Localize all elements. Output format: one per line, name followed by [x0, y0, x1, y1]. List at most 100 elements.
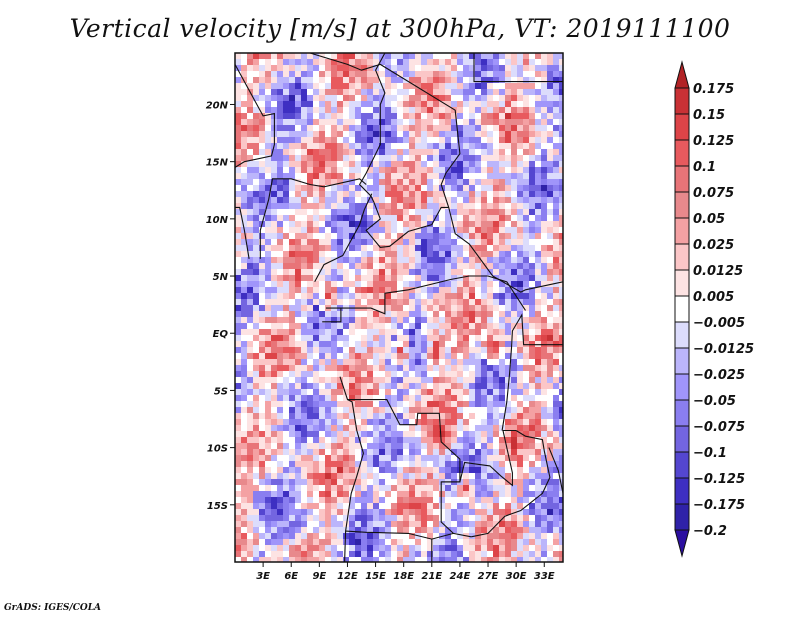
field-cell — [337, 317, 344, 324]
field-cell — [439, 95, 446, 102]
field-cell — [295, 467, 302, 474]
field-cell — [421, 191, 428, 198]
field-cell — [259, 71, 266, 78]
field-cell — [493, 419, 500, 426]
field-cell — [529, 359, 536, 366]
field-cell — [307, 161, 314, 168]
field-cell — [259, 263, 266, 270]
field-cell — [415, 557, 422, 562]
field-cell — [313, 311, 320, 318]
field-cell — [361, 323, 368, 330]
field-cell — [415, 389, 422, 396]
field-cell — [295, 125, 302, 132]
field-cell — [295, 443, 302, 450]
field-cell — [241, 383, 248, 390]
field-cell — [265, 335, 272, 342]
field-cell — [253, 245, 260, 252]
field-cell — [451, 515, 458, 522]
field-cell — [319, 539, 326, 546]
field-cell — [445, 179, 452, 186]
field-cell — [361, 329, 368, 336]
field-cell — [529, 395, 536, 402]
field-cell — [397, 287, 404, 294]
field-cell — [331, 53, 338, 60]
field-cell — [301, 407, 308, 414]
field-cell — [463, 353, 470, 360]
field-cell — [385, 275, 392, 282]
field-cell — [361, 155, 368, 162]
field-cell — [535, 347, 542, 354]
field-cell — [433, 527, 440, 534]
field-cell — [463, 185, 470, 192]
field-cell — [511, 287, 518, 294]
field-cell — [301, 323, 308, 330]
field-cell — [343, 365, 350, 372]
field-cell — [409, 455, 416, 462]
field-cell — [403, 137, 410, 144]
field-cell — [535, 329, 542, 336]
field-cell — [307, 437, 314, 444]
field-cell — [529, 545, 536, 552]
field-cell — [499, 509, 506, 516]
field-cell — [517, 455, 524, 462]
field-cell — [511, 173, 518, 180]
field-cell — [295, 491, 302, 498]
field-cell — [457, 425, 464, 432]
field-cell — [259, 371, 266, 378]
field-cell — [409, 437, 416, 444]
field-cell — [403, 389, 410, 396]
field-cell — [271, 329, 278, 336]
field-cell — [553, 161, 560, 168]
field-cell — [247, 287, 254, 294]
field-cell — [409, 263, 416, 270]
field-cell — [475, 239, 482, 246]
field-cell — [493, 209, 500, 216]
field-cell — [331, 377, 338, 384]
field-cell — [319, 509, 326, 516]
field-cell — [259, 161, 266, 168]
border-line — [322, 308, 342, 323]
field-cell — [487, 299, 494, 306]
field-cell — [523, 161, 530, 168]
field-cell — [403, 119, 410, 126]
field-cell — [325, 377, 332, 384]
field-cell — [439, 269, 446, 276]
field-cell — [433, 53, 440, 60]
field-cell — [295, 101, 302, 108]
field-cell — [427, 251, 434, 258]
field-cell — [409, 125, 416, 132]
field-cell — [343, 557, 350, 562]
field-cell — [241, 365, 248, 372]
field-cell — [235, 299, 242, 306]
field-cell — [289, 419, 296, 426]
field-cell — [313, 269, 320, 276]
field-cell — [403, 503, 410, 510]
field-cell — [379, 215, 386, 222]
field-cell — [295, 293, 302, 300]
field-cell — [463, 215, 470, 222]
field-cell — [283, 89, 290, 96]
field-cell — [475, 359, 482, 366]
field-cell — [271, 59, 278, 66]
field-cell — [463, 299, 470, 306]
field-cell — [541, 359, 548, 366]
field-cell — [301, 131, 308, 138]
field-cell — [505, 227, 512, 234]
field-cell — [277, 179, 284, 186]
field-cell — [379, 155, 386, 162]
field-cell — [361, 143, 368, 150]
field-cell — [415, 353, 422, 360]
field-cell — [427, 485, 434, 492]
colorbar-swatch — [674, 451, 690, 479]
field-cell — [277, 239, 284, 246]
field-cell — [391, 323, 398, 330]
field-cell — [439, 77, 446, 84]
field-cell — [523, 455, 530, 462]
field-cell — [547, 389, 554, 396]
field-cell — [397, 479, 404, 486]
field-cell — [265, 173, 272, 180]
field-cell — [337, 455, 344, 462]
field-cell — [469, 77, 476, 84]
field-cell — [523, 53, 530, 60]
field-cell — [535, 335, 542, 342]
